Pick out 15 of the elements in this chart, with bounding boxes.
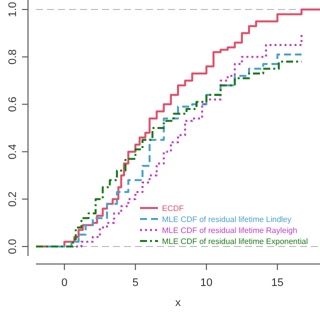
legend-label: MLE CDF of residual lifetime Lindley — [162, 214, 292, 224]
legend-label: MLE CDF of residual lifetime Exponential — [162, 236, 308, 246]
y-tick-label: 0.0 — [7, 238, 19, 254]
y-tick-label: 0.6 — [7, 96, 19, 112]
x-tick-label: 5 — [132, 277, 138, 290]
y-tick-label: 0.2 — [7, 191, 19, 207]
x-tick-label: 10 — [200, 277, 213, 290]
legend-label: MLE CDF of residual lifetime Rayleigh — [162, 226, 298, 235]
x-tick-label: 15 — [271, 277, 284, 290]
y-tick-label: 0.4 — [7, 144, 19, 160]
y-tick-label: 1.0 — [7, 2, 19, 18]
y-tick-label: 0.8 — [7, 49, 19, 65]
x-axis-title: x — [175, 297, 182, 309]
legend-label: ECDF — [162, 204, 184, 213]
x-tick-label: 0 — [61, 277, 68, 290]
